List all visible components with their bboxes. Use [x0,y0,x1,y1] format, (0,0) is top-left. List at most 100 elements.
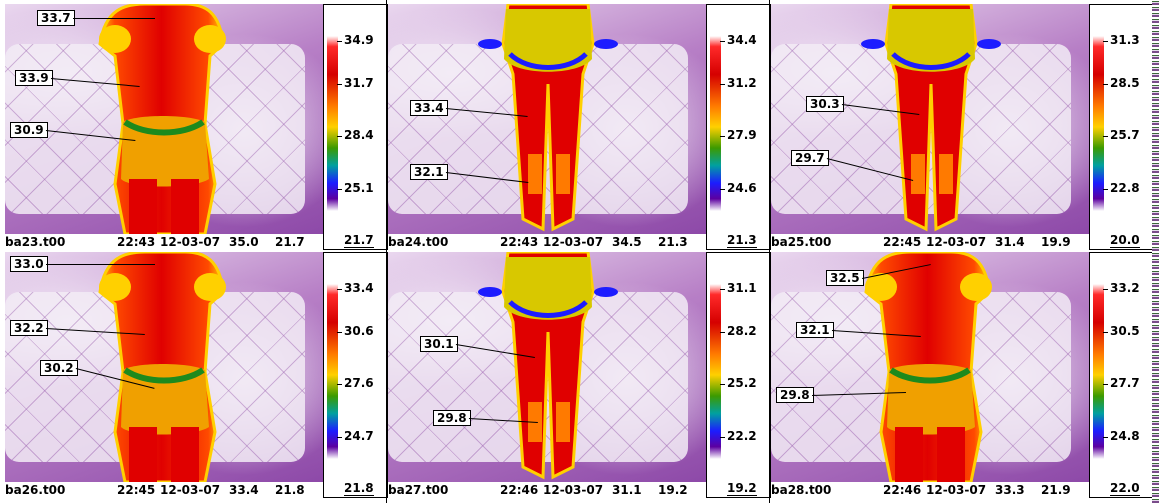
temperature-readout: 33.4 [410,100,448,116]
capture-date: 12-03-07 [926,235,987,249]
capture-date: 12-03-07 [160,483,221,497]
image-footer: ba23.t00 22:43 12-03-07 35.0 21.7 [5,234,323,250]
thermal-body-silhouette [478,252,618,480]
thermal-body-silhouette [864,252,992,482]
thermal-image: 30.3 29.7 [771,4,1089,234]
scale-tick [1103,136,1108,137]
thermal-image: 32.5 32.1 29.8 [771,252,1089,482]
temperature-color-scale: 31.1 28.2 25.2 22.2 19.2 [706,252,771,498]
thermal-image: 33.0 32.2 30.2 [5,252,323,482]
image-footer: ba25.t00 22:45 12-03-07 31.4 19.9 [771,234,1089,250]
scale-tick [337,41,342,42]
capture-time: 22:45 [117,483,156,497]
thermal-panel: 30.1 29.8 31.1 28.2 25.2 22.2 19.2 ba27.t00 22:4… [388,252,771,501]
scale-value: 31.1 [727,281,757,295]
scale-value: 22.8 [1110,181,1140,195]
scale-tick [1103,289,1108,290]
min-temperature: 21.8 [275,483,305,497]
image-footer: ba24.t00 22:43 12-03-07 34.5 21.3 [388,234,706,250]
image-footer: ba26.t00 22:45 12-03-07 33.4 21.8 [5,482,323,498]
scale-min-value: 21.3 [727,233,757,248]
scale-value: 25.2 [727,376,757,390]
thermal-panel: 33.0 32.2 30.2 33.4 30.6 27.6 24.7 21.8 ba26.t00… [5,252,388,501]
scale-tick [720,136,725,137]
color-scale-bar [327,36,338,211]
color-scale-bar [327,284,338,459]
file-name: ba25.t00 [771,235,832,249]
temperature-readout: 30.2 [40,360,78,376]
scale-value: 25.7 [1110,128,1140,142]
scale-tick [337,437,342,438]
max-temperature: 33.3 [995,483,1025,497]
capture-time: 22:46 [500,483,539,497]
thermal-image: 33.4 32.1 [388,4,706,234]
temperature-readout: 33.7 [37,10,75,26]
temperature-readout: 33.0 [10,256,48,272]
scale-value: 30.5 [1110,324,1140,338]
scale-tick [337,84,342,85]
scale-value: 24.8 [1110,429,1140,443]
file-name: ba26.t00 [5,483,66,497]
panel-divider [386,0,387,503]
leader-line [46,264,155,265]
max-temperature: 31.4 [995,235,1025,249]
min-temperature: 21.7 [275,235,305,249]
scale-min-value: 19.2 [727,481,757,496]
scale-min-value: 22.0 [1110,481,1140,496]
scale-tick [337,384,342,385]
max-temperature: 33.4 [229,483,259,497]
thermal-body-silhouette [98,252,226,482]
max-temperature: 35.0 [229,235,259,249]
temperature-readout: 32.1 [796,322,834,338]
scale-tick [337,332,342,333]
temperature-readout: 30.1 [420,336,458,352]
scale-value: 28.4 [344,128,374,142]
scale-value: 24.7 [344,429,374,443]
scale-tick [720,289,725,290]
temperature-readout: 32.2 [10,320,48,336]
capture-date: 12-03-07 [543,235,604,249]
temperature-readout: 32.5 [826,270,864,286]
scale-value: 31.3 [1110,33,1140,47]
scale-tick [337,136,342,137]
thermal-body-silhouette [478,4,618,232]
scale-tick [1103,84,1108,85]
temperature-readout: 29.8 [433,410,471,426]
scale-value: 34.4 [727,33,757,47]
temperature-readout: 29.8 [776,387,814,403]
capture-date: 12-03-07 [160,235,221,249]
scale-tick [720,384,725,385]
scale-min-value: 21.7 [344,233,374,248]
panel-divider [769,0,770,503]
scale-tick [1103,384,1108,385]
scale-tick [720,332,725,333]
color-scale-bar [710,36,721,211]
color-scale-bar [1093,36,1104,211]
temperature-readout: 33.9 [15,70,53,86]
min-temperature: 19.2 [658,483,688,497]
image-footer: ba28.t00 22:46 12-03-07 33.3 21.9 [771,482,1089,498]
temperature-readout: 30.3 [806,96,844,112]
file-name: ba24.t00 [388,235,449,249]
temperature-readout: 32.1 [410,164,448,180]
thermal-body-silhouette [861,4,1001,232]
scale-value: 28.5 [1110,76,1140,90]
scale-value: 27.6 [344,376,374,390]
file-name: ba23.t00 [5,235,66,249]
capture-time: 22:46 [883,483,922,497]
scale-tick [1103,332,1108,333]
thermal-panel: 33.4 32.1 34.4 31.2 27.9 24.6 21.3 ba24.t00 22:4… [388,4,771,253]
color-scale-bar [1093,284,1104,459]
image-footer: ba27.t00 22:46 12-03-07 31.1 19.2 [388,482,706,498]
temperature-color-scale: 34.9 31.7 28.4 25.1 21.7 [323,4,388,250]
temperature-color-scale: 34.4 31.2 27.9 24.6 21.3 [706,4,771,250]
scale-tick [1103,189,1108,190]
scale-tick [720,41,725,42]
scale-tick [720,189,725,190]
scale-tick [1103,437,1108,438]
temperature-color-scale: 33.2 30.5 27.7 24.8 22.0 [1089,252,1154,498]
capture-time: 22:43 [117,235,156,249]
temperature-readout: 30.9 [10,122,48,138]
max-temperature: 31.1 [612,483,642,497]
scale-value: 31.7 [344,76,374,90]
